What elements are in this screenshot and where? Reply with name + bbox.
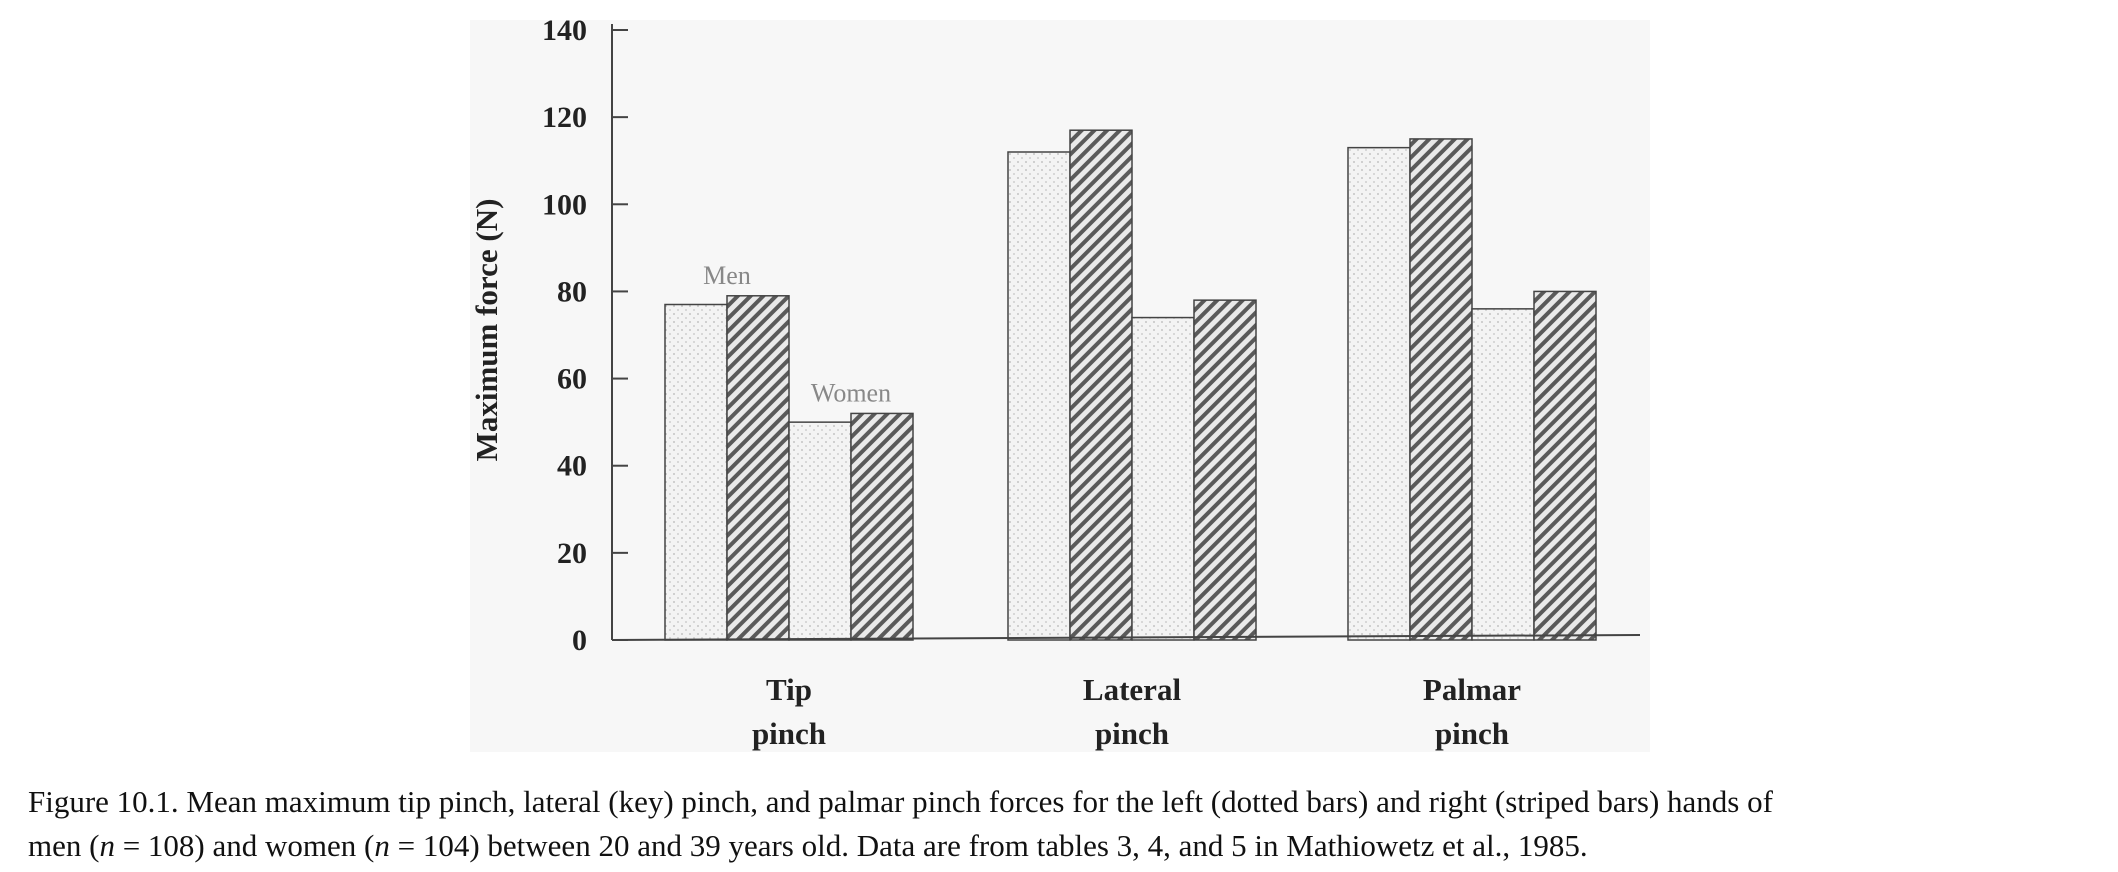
caption-n-symbol: n bbox=[99, 828, 115, 863]
caption-text: = 108) and women ( bbox=[114, 828, 375, 863]
series-annotations: Men Women bbox=[703, 261, 891, 408]
caption-line-2: men (n = 108) and women (n = 104) betwee… bbox=[28, 824, 2098, 868]
bar-men-left-tip-pinch bbox=[664, 303, 728, 641]
bar-men-right-palmar-pinch bbox=[1409, 138, 1473, 641]
figure-caption: Figure 10.1. Mean maximum tip pinch, lat… bbox=[28, 780, 2098, 868]
bar-women-right-lateral-pinch bbox=[1193, 299, 1257, 641]
y-tick-label: 140 bbox=[542, 14, 587, 47]
x-category-label: Tip bbox=[766, 672, 812, 707]
bar-women-left-palmar-pinch bbox=[1471, 308, 1535, 641]
annotation-men: Men bbox=[703, 261, 751, 290]
y-tick-label: 120 bbox=[542, 101, 587, 134]
y-tick-label: 60 bbox=[557, 363, 587, 396]
y-tick-label: 20 bbox=[557, 537, 587, 570]
y-tick-label: 80 bbox=[557, 275, 587, 308]
caption-line-1: Figure 10.1. Mean maximum tip pinch, lat… bbox=[28, 784, 1773, 819]
y-tick-label: 40 bbox=[557, 450, 587, 483]
x-axis: Tip pinch Lateral pinch Palmar pinch bbox=[611, 634, 1641, 751]
bar-women-left-lateral-pinch bbox=[1131, 316, 1195, 641]
bar-women-right-palmar-pinch bbox=[1533, 290, 1597, 641]
x-category-label: Palmar bbox=[1423, 672, 1521, 707]
x-category-label: pinch bbox=[1095, 716, 1169, 751]
y-tick-label: 0 bbox=[572, 624, 587, 657]
bar-women-left-tip-pinch bbox=[788, 421, 852, 641]
bar-chart: Maximum force (N) 0 20 40 60 80 100 120 140 Tip… bbox=[469, 14, 1641, 751]
bar-men-left-palmar-pinch bbox=[1347, 146, 1411, 641]
bar-men-left-lateral-pinch bbox=[1007, 151, 1071, 641]
bar-women-right-tip-pinch bbox=[850, 412, 914, 641]
x-category-label: pinch bbox=[1435, 716, 1509, 751]
x-category-label: Lateral bbox=[1083, 672, 1182, 707]
bar-men-right-lateral-pinch bbox=[1069, 129, 1133, 641]
x-category-label: pinch bbox=[752, 716, 826, 751]
caption-text: = 104) between 20 and 39 years old. Data… bbox=[389, 828, 1588, 863]
bar-men-right-tip-pinch bbox=[726, 295, 790, 641]
bars bbox=[664, 129, 1597, 641]
y-tick-label: 100 bbox=[542, 188, 587, 221]
annotation-women: Women bbox=[811, 378, 891, 407]
x-axis-line bbox=[611, 634, 1641, 641]
caption-text: men ( bbox=[28, 828, 100, 863]
caption-n-symbol: n bbox=[374, 828, 390, 863]
y-axis-title: Maximum force (N) bbox=[469, 199, 504, 462]
y-axis: 0 20 40 60 80 100 120 140 bbox=[542, 14, 628, 657]
